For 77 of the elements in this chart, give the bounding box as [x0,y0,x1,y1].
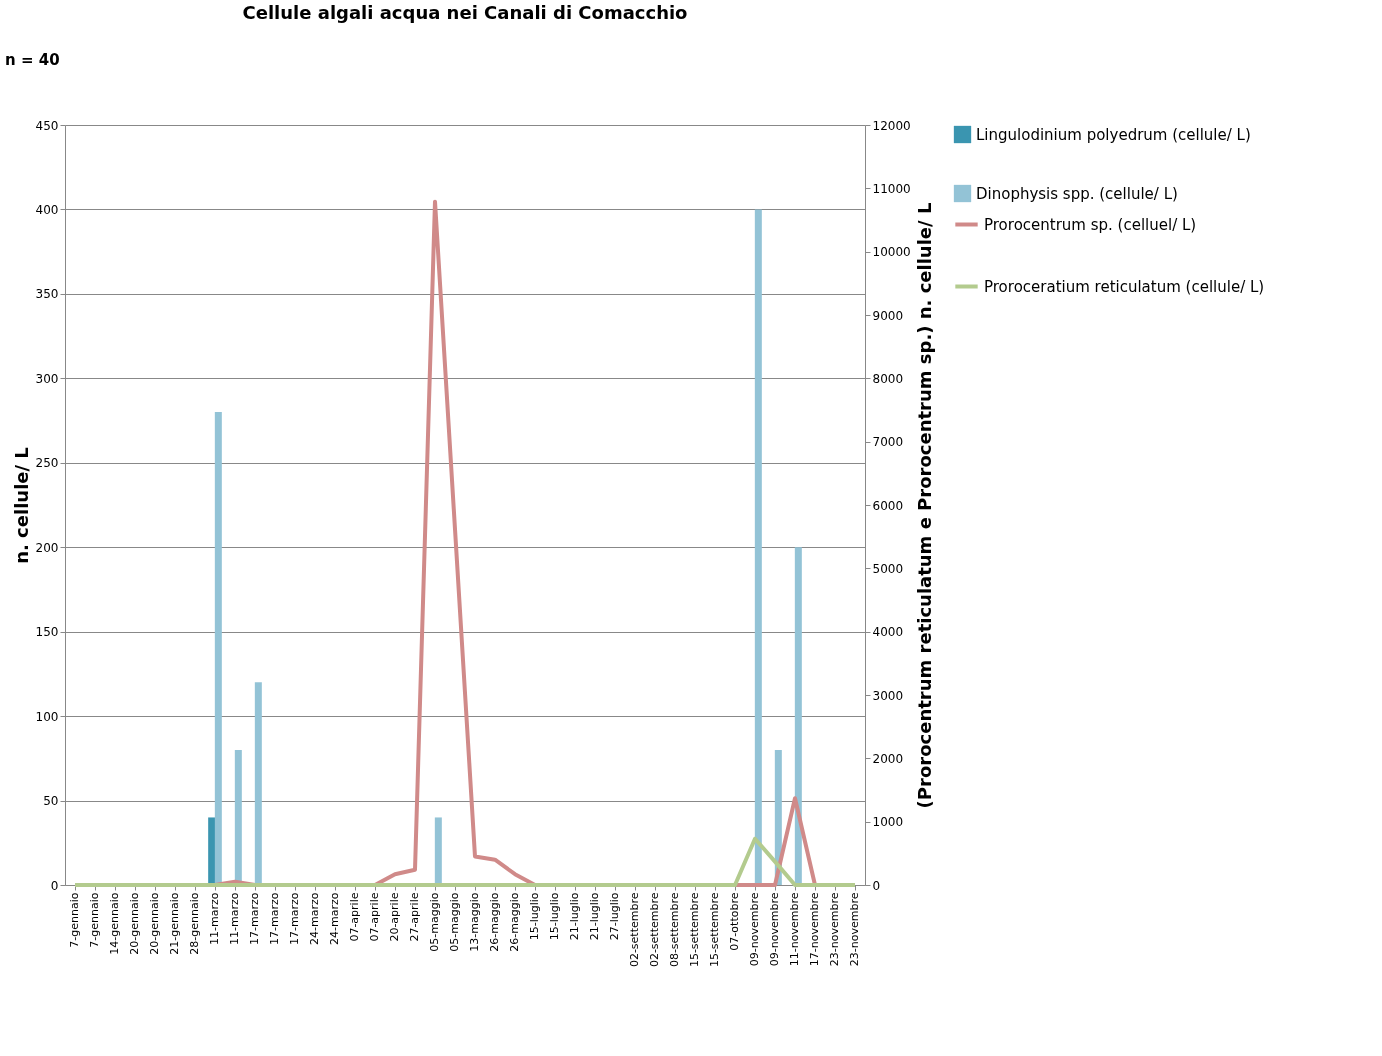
y-tick-label: 350 [35,287,59,302]
x-tick-label: 13-maggio [468,892,481,952]
y-tick-label: 50 [43,794,59,809]
x-tick-label: 23-novembre [848,892,861,967]
x-tick-label: 07-ottobre [728,892,741,951]
x-tick-label: 21-luglio [588,892,601,941]
x-tick-label: 09-novembre [748,892,761,967]
x-tick-label: 24-marzo [328,892,341,945]
x-tick-label: 11-marzo [208,892,221,945]
x-tick-label: 23-novembre [828,892,841,967]
y2-tick-label: 9000 [872,308,904,323]
x-tick-label: 05-maggio [448,892,461,952]
x-tick-label: 7-gennaio [68,892,81,948]
y-tick-label: 400 [35,202,59,217]
x-tick-label: 07-aprile [348,892,361,942]
y2-tick-label: 2000 [872,751,904,766]
x-tick-label: 02-settembre [628,892,641,968]
legend-label: Prorocentrum sp. (celluel/ L) [984,215,1197,234]
x-tick-label: 15-luglio [528,892,541,941]
x-tick-label: 24-marzo [308,892,321,945]
bar [434,817,442,885]
x-tick-label: 05-maggio [428,892,441,952]
y2-tick-label: 7000 [872,435,904,450]
legend-label: Lingulodinium polyedrum (cellule/ L) [976,125,1251,144]
x-tick-label: 11-marzo [228,892,241,945]
y2-tick-label: 6000 [872,498,904,513]
legend-label: Dinophysis spp. (cellule/ L) [976,184,1178,203]
x-tick-label: 26-maggio [488,892,501,952]
x-tick-label: 02-settembre [648,892,661,968]
y-tick-label: 450 [35,118,59,133]
x-tick-label: 17-marzo [268,892,281,945]
y-tick-label: 150 [35,625,59,640]
bar [214,412,222,885]
x-tick-label: 08-settembre [668,892,681,968]
x-tick-label: 21-luglio [568,892,581,941]
x-tick-label: 15-settembre [708,892,721,968]
y-tick-label: 250 [35,456,59,471]
x-tick-label: 7-gennaio [88,892,101,948]
y-tick-label: 300 [35,371,59,386]
chart-title: Cellule algali acqua nei Canali di Comacchio [242,2,688,23]
y-axis-title: n. cellule/ L [10,447,32,564]
bar [254,682,262,885]
text: n = 40 [5,51,60,69]
x-tick-label: 26-maggio [508,892,521,952]
x-tick-label: 28-gennaio [188,892,201,955]
bar [754,209,762,885]
y2-tick-label: 1000 [872,815,904,830]
x-tick-label: 14-gennaio [108,892,121,955]
y2-tick-label: 0 [872,878,881,893]
x-tick-label: 17-novembre [808,892,821,967]
bar [794,547,802,885]
x-tick-label: 21-gennaio [168,892,181,955]
x-tick-label: 15-luglio [548,892,561,941]
x-tick-label: 07-aprile [368,892,381,942]
x-tick-label: 17-marzo [288,892,301,945]
legend-label: Proroceratium reticulatum (cellule/ L) [984,277,1265,296]
bar [208,817,216,885]
x-tick-label: 20-gennaio [148,892,161,955]
x-tick-label: 27-aprile [408,892,421,942]
x-tick-label: 17-marzo [248,892,261,945]
y-tick-label: 100 [35,709,59,724]
x-tick-label: 15-settembre [688,892,701,968]
x-tick-label: 09-novembre [768,892,781,967]
y2-tick-label: 10000 [872,245,911,260]
x-tick-label: 27-luglio [608,892,621,941]
y2-tick-label: 8000 [872,371,904,386]
y2-tick-label: 5000 [872,561,904,576]
y2-tick-label: 4000 [872,625,904,640]
y-tick-label: 0 [50,878,59,893]
y2-tick-label: 12000 [872,118,911,133]
y2-tick-label: 3000 [872,688,904,703]
y2-axis-title: (Prorocentrum reticulatum e Prorocentrum sp.) n. cellule/ L [913,202,935,809]
x-tick-label: 20-gennaio [128,892,141,955]
x-tick-label: 11-novembre [788,892,801,967]
y2-tick-label: 11000 [872,181,911,196]
y-tick-label: 200 [35,540,59,555]
x-tick-label: 20-aprile [388,892,401,942]
